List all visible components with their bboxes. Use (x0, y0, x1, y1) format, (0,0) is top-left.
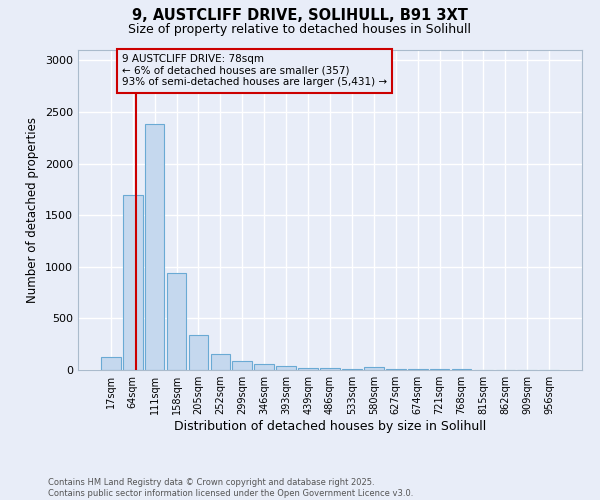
Bar (211, 354, 230, 370)
Bar (298, 368, 318, 370)
Bar (320, 368, 340, 370)
Bar (276, 366, 296, 370)
Text: Contains HM Land Registry data © Crown copyright and database right 2025.
Contai: Contains HM Land Registry data © Crown c… (48, 478, 413, 498)
Bar (101, 357, 121, 370)
Bar (188, 335, 208, 370)
Text: Size of property relative to detached houses in Solihull: Size of property relative to detached ho… (128, 22, 472, 36)
Bar (145, 124, 164, 370)
Bar (364, 368, 384, 370)
Text: 9, AUSTCLIFF DRIVE, SOLIHULL, B91 3XT: 9, AUSTCLIFF DRIVE, SOLIHULL, B91 3XT (132, 8, 468, 22)
Bar (254, 364, 274, 370)
X-axis label: Distribution of detached houses by size in Solihull: Distribution of detached houses by size … (174, 420, 486, 433)
Bar (167, 274, 187, 370)
Bar (342, 369, 362, 370)
Y-axis label: Number of detached properties: Number of detached properties (26, 117, 40, 303)
Bar (232, 361, 252, 370)
Bar (123, 194, 143, 370)
Text: 9 AUSTCLIFF DRIVE: 78sqm
← 6% of detached houses are smaller (357)
93% of semi-d: 9 AUSTCLIFF DRIVE: 78sqm ← 6% of detache… (122, 54, 387, 88)
